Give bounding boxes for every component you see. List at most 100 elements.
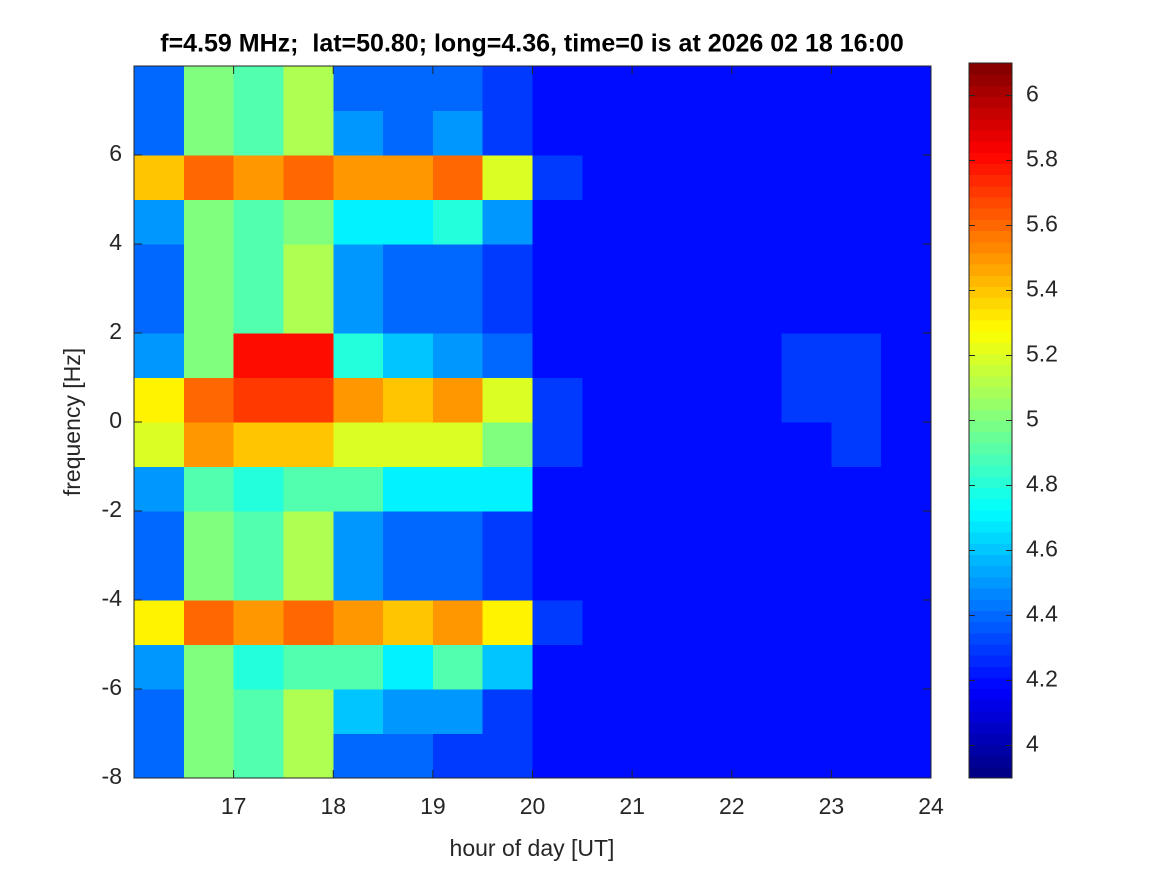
heatmap-cell bbox=[632, 511, 683, 556]
colorbar-segment bbox=[969, 755, 1012, 768]
heatmap-cell bbox=[831, 466, 882, 512]
colorbar-segment bbox=[969, 252, 1012, 265]
colorbar-segment bbox=[969, 375, 1012, 388]
heatmap-cell bbox=[881, 600, 932, 645]
heatmap-cell bbox=[383, 555, 434, 601]
heatmap-cell bbox=[532, 689, 583, 734]
heatmap-cell bbox=[681, 288, 733, 334]
heatmap-cell bbox=[781, 644, 832, 690]
colorbar-tick-label: 4.6 bbox=[1026, 536, 1058, 562]
heatmap-cell bbox=[482, 422, 533, 467]
heatmap-cell bbox=[632, 377, 683, 423]
heatmap-cell bbox=[482, 244, 533, 289]
heatmap-cell bbox=[482, 288, 533, 334]
colorbar-segment bbox=[969, 386, 1012, 399]
heatmap-cell bbox=[532, 333, 583, 378]
colorbar-segment bbox=[969, 465, 1012, 477]
heatmap-cell bbox=[134, 689, 185, 734]
heatmap-cell bbox=[482, 155, 533, 200]
heatmap-cell bbox=[681, 244, 733, 289]
heatmap-cell bbox=[333, 555, 384, 601]
heatmap-cell bbox=[482, 600, 533, 645]
heatmap-cell bbox=[383, 66, 434, 111]
heatmap-cell bbox=[432, 644, 484, 690]
heatmap-cell bbox=[582, 155, 633, 200]
colorbar-segment bbox=[969, 107, 1012, 120]
colorbar-segment bbox=[969, 63, 1012, 75]
colorbar-segment bbox=[969, 487, 1012, 500]
heatmap-cell bbox=[831, 644, 882, 690]
heatmap-cell bbox=[482, 377, 533, 423]
colorbar-segment bbox=[969, 643, 1012, 656]
heatmap-cell bbox=[283, 600, 334, 645]
heatmap-cell bbox=[831, 333, 882, 378]
colorbar-segment bbox=[969, 543, 1012, 556]
heatmap-cell bbox=[383, 288, 434, 334]
heatmap-cell bbox=[383, 377, 434, 423]
heatmap-cell bbox=[781, 333, 832, 378]
heatmap-cell bbox=[183, 600, 235, 645]
heatmap-cell bbox=[183, 333, 235, 378]
colorbar-segment bbox=[969, 554, 1012, 567]
heatmap-cell bbox=[482, 689, 533, 734]
heatmap-cell bbox=[781, 377, 832, 423]
heatmap-cell bbox=[632, 689, 683, 734]
colorbar-tick-label: 4.2 bbox=[1026, 666, 1058, 692]
heatmap-cell bbox=[632, 466, 683, 512]
heatmap-cell bbox=[731, 689, 783, 734]
heatmap-cell bbox=[582, 555, 633, 601]
heatmap-cell bbox=[283, 155, 334, 200]
heatmap-cell bbox=[781, 244, 832, 289]
heatmap-cell bbox=[482, 66, 533, 111]
heatmap-cell bbox=[183, 66, 235, 111]
heatmap-cell bbox=[632, 333, 683, 378]
heatmap-cell bbox=[582, 733, 633, 779]
heatmap-cell bbox=[532, 511, 583, 556]
colorbar-tick-label: 4.8 bbox=[1026, 471, 1058, 497]
heatmap-cell bbox=[831, 733, 882, 779]
heatmap-cell bbox=[183, 110, 235, 156]
heatmap-cell bbox=[632, 199, 683, 245]
colorbar-segment bbox=[969, 163, 1012, 176]
heatmap-cell bbox=[582, 244, 633, 289]
heatmap-cell bbox=[134, 155, 185, 200]
colorbar-segment bbox=[969, 264, 1012, 276]
heatmap-cell bbox=[831, 555, 882, 601]
x-axis-label: hour of day [UT] bbox=[450, 835, 615, 861]
colorbar-segment bbox=[969, 521, 1012, 533]
heatmap-cell bbox=[532, 733, 583, 779]
heatmap-cell bbox=[582, 288, 633, 334]
heatmap-cell bbox=[183, 422, 235, 467]
heatmap-cell bbox=[632, 155, 683, 200]
heatmap-cell bbox=[183, 199, 235, 245]
heatmap-cell bbox=[233, 511, 284, 556]
heatmap-cell bbox=[831, 511, 882, 556]
heatmap-cell bbox=[881, 155, 932, 200]
heatmap-cell bbox=[632, 422, 683, 467]
x-tick-label: 18 bbox=[320, 793, 346, 819]
colorbar-segment bbox=[969, 509, 1012, 522]
heatmap-cell bbox=[333, 244, 384, 289]
heatmap-cell bbox=[781, 155, 832, 200]
heatmap-cell bbox=[731, 155, 783, 200]
heatmap-cell bbox=[283, 333, 334, 378]
heatmap-cell bbox=[134, 333, 185, 378]
heatmap-cell bbox=[681, 155, 733, 200]
heatmap-cell bbox=[283, 422, 334, 467]
colorbar-segment bbox=[969, 599, 1012, 611]
colorbar-segment bbox=[969, 185, 1012, 198]
heatmap-cell bbox=[582, 644, 633, 690]
heatmap-cell bbox=[134, 422, 185, 467]
heatmap-cell bbox=[383, 333, 434, 378]
y-tick-label: -4 bbox=[102, 585, 123, 611]
colorbar-tick-label: 4 bbox=[1026, 731, 1039, 757]
heatmap-cell bbox=[134, 733, 185, 779]
heatmap-cell bbox=[632, 733, 683, 779]
heatmap-cell bbox=[731, 244, 783, 289]
heatmap-cell bbox=[781, 600, 832, 645]
heatmap-cell bbox=[482, 110, 533, 156]
heatmap-cell bbox=[134, 466, 185, 512]
heatmap-cell bbox=[831, 689, 882, 734]
heatmap-cell bbox=[532, 110, 583, 156]
heatmap-cell bbox=[532, 66, 583, 111]
